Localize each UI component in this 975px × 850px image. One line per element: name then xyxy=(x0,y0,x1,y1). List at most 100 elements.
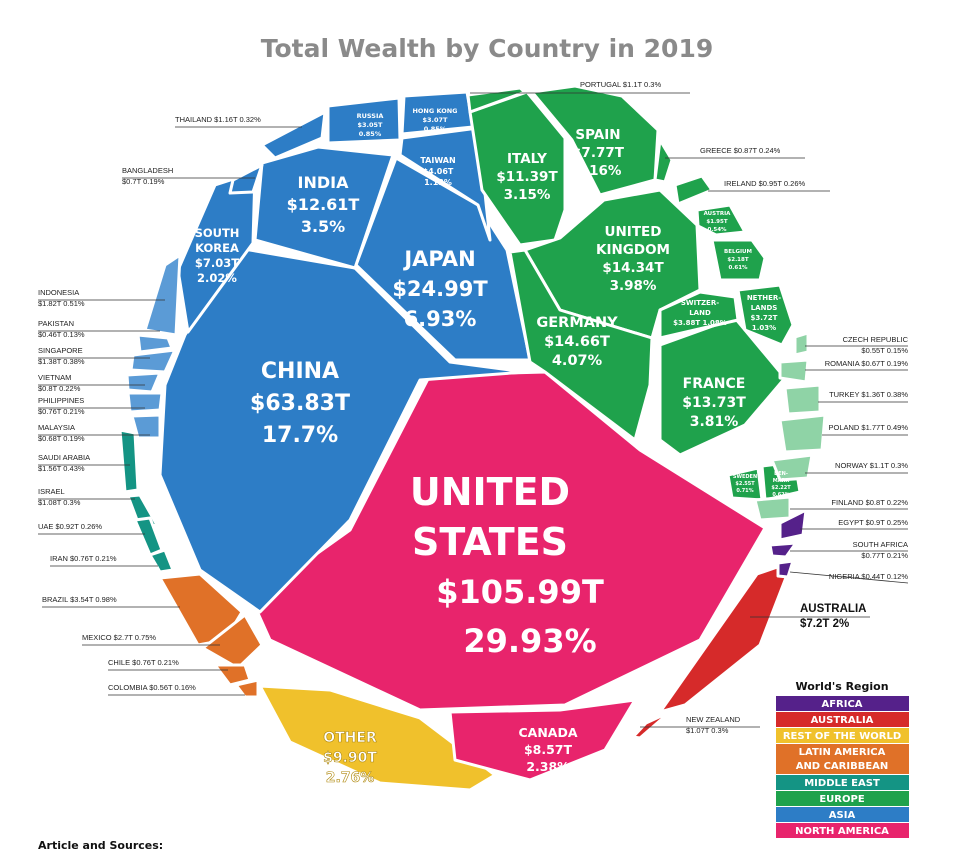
label-united-states-line: STATES xyxy=(412,520,568,564)
ext-label-poland: POLAND $1.77T 0.49% xyxy=(829,423,909,432)
label-belgium-line: $2.18T xyxy=(727,257,748,263)
cell-romania xyxy=(778,358,810,384)
label-united-kingdom-line: $14.34T xyxy=(602,260,664,276)
cell-portugal xyxy=(466,86,527,114)
cell-austria xyxy=(695,203,747,237)
cell-finland xyxy=(753,495,792,522)
label-netherlands-line: $3.72T xyxy=(751,314,778,322)
ext-label-mexico: MEXICO $2.7T 0.75% xyxy=(82,633,156,642)
label-switzerland-line: LAND xyxy=(689,309,711,317)
cell-netherlands xyxy=(736,283,795,347)
ext-label-finland: FINLAND $0.8T 0.22% xyxy=(831,498,908,507)
legend: World's Region AFRICA AUSTRALIA REST OF THE… xyxy=(776,680,909,838)
label-canada-line: 2.38% xyxy=(526,759,570,774)
cell-italy xyxy=(468,90,567,247)
cell-new-zealand xyxy=(631,710,672,740)
cell-russia xyxy=(326,96,402,145)
ext-value-philippines: $0.76T 0.21% xyxy=(38,407,85,416)
label-south-korea-line: $7.03T xyxy=(195,256,239,270)
legend-swatch-europe xyxy=(776,791,909,806)
label-netherlands-line: 1.03% xyxy=(752,324,776,332)
legend-swatch-australia xyxy=(776,712,909,727)
label-taiwan-line: TAIWAN xyxy=(420,156,455,165)
cell-poland xyxy=(778,413,827,454)
legend-swatch-north_america xyxy=(776,823,909,838)
cell-belgium xyxy=(710,238,767,282)
label-japan: JAPAN $24.99T 6.93% xyxy=(392,247,488,331)
label-italy: ITALY $11.39T 3.15% xyxy=(496,151,558,203)
ext-label-new-zealand: NEW ZEALAND xyxy=(686,715,741,724)
ext-value-singapore: $1.38T 0.38% xyxy=(38,357,85,366)
legend-label-europe: EUROPE xyxy=(819,794,864,805)
ext-value-indonesia: $1.82T 0.51% xyxy=(38,299,85,308)
ext-label-singapore: SINGAPORE xyxy=(38,346,83,355)
label-hong-kong-line: 0.85% xyxy=(424,125,447,133)
label-japan-line: JAPAN xyxy=(402,247,475,271)
label-other-line: $9.90T xyxy=(323,750,377,766)
label-switzerland: SWITZER- LAND $3.88T 1.08% xyxy=(673,299,727,327)
ext-label-bangladesh: BANGLADESH xyxy=(122,166,173,175)
label-china-line: $63.83T xyxy=(250,391,350,416)
label-spain-line: SPAIN xyxy=(575,127,620,143)
ext-label-nigeria: NIGERIA $0.44T 0.12% xyxy=(829,572,908,581)
label-other: OTHER $9.90T 2.76% xyxy=(323,730,378,787)
label-united-states: UNITED STATES xyxy=(410,470,570,564)
label-india: INDIA $12.61T 3.5% xyxy=(287,173,360,236)
legend-swatch-asia xyxy=(776,807,909,822)
ext-label-indonesia: INDONESIA xyxy=(38,288,79,297)
cell-south-africa xyxy=(768,541,798,559)
cell-switzerland xyxy=(658,290,740,340)
cell-philippines xyxy=(126,391,164,414)
ext-label-chile: CHILE $0.76T 0.21% xyxy=(108,658,179,667)
label-china-line: 17.7% xyxy=(262,423,338,448)
ext-label-greece: GREECE $0.87T 0.24% xyxy=(700,146,781,155)
label-united-states-share: 29.93% xyxy=(463,622,596,660)
label-spain: SPAIN $7.77T 2.16% xyxy=(572,127,625,179)
label-spain-line: 2.16% xyxy=(575,163,622,179)
label-other-line: 2.76% xyxy=(326,770,375,786)
label-united-states-values: $105.99T 29.93% xyxy=(436,573,604,660)
ext-value-new-zealand: $1.07T 0.3% xyxy=(686,726,729,735)
cell-other xyxy=(258,684,497,792)
label-united-kingdom: UNITED KINGDOM $14.34T 3.98% xyxy=(596,224,670,294)
chart-title: Total Wealth by Country in 2019 xyxy=(261,34,713,63)
cell-czech-republic xyxy=(793,331,810,357)
ext-value-south-africa: $0.77T 0.21% xyxy=(861,551,908,560)
label-austria-line: $1.95T xyxy=(706,219,727,225)
cell-malaysia xyxy=(130,413,162,440)
cell-canada xyxy=(448,698,637,782)
ext-label-norway: NORWAY $1.1T 0.3% xyxy=(835,461,908,470)
cell-ireland xyxy=(673,174,714,206)
label-other-line: OTHER xyxy=(323,730,377,746)
cell-indonesia xyxy=(143,253,182,337)
label-united-states-value: $105.99T xyxy=(436,573,604,611)
ext-value-bangladesh: $0.7T 0.19% xyxy=(122,177,165,186)
ext-value-vietnam: $0.8T 0.22% xyxy=(38,384,81,393)
ext-label-romania: ROMANIA $0.67T 0.19% xyxy=(825,359,909,368)
legend-label-rest_of_world: REST OF THE WORLD xyxy=(783,731,901,742)
ext-value-israel: $1.08T 0.3% xyxy=(38,498,81,507)
legend-label-australia: AUSTRALIA xyxy=(811,715,874,726)
label-canada-line: CANADA xyxy=(518,725,577,740)
ext-value-saudi-arabia: $1.56T 0.43% xyxy=(38,464,85,473)
label-germany-line: GERMANY xyxy=(536,315,618,331)
leader-nigeria xyxy=(789,571,909,584)
label-sweden-line: $2.55T xyxy=(735,481,755,487)
legend-swatch-latin_america xyxy=(776,744,909,774)
label-sweden-line: 0.71% xyxy=(736,488,753,494)
label-united-states-line: UNITED xyxy=(410,470,570,514)
cell-spain xyxy=(530,84,660,197)
ext-value-czech-republic: $0.55T 0.15% xyxy=(861,346,908,355)
label-spain-line: $7.77T xyxy=(572,145,625,161)
label-belgium-line: 0.61% xyxy=(728,265,748,271)
cell-germany xyxy=(508,248,654,442)
cell-greece xyxy=(653,138,674,184)
label-italy-line: $11.39T xyxy=(496,169,558,185)
label-austria-line: 0.54% xyxy=(707,227,727,233)
cell-nigeria xyxy=(776,559,795,579)
label-india-line: INDIA xyxy=(298,173,350,192)
cell-vietnam xyxy=(125,371,162,394)
label-south-korea-line: SOUTH xyxy=(195,226,240,240)
